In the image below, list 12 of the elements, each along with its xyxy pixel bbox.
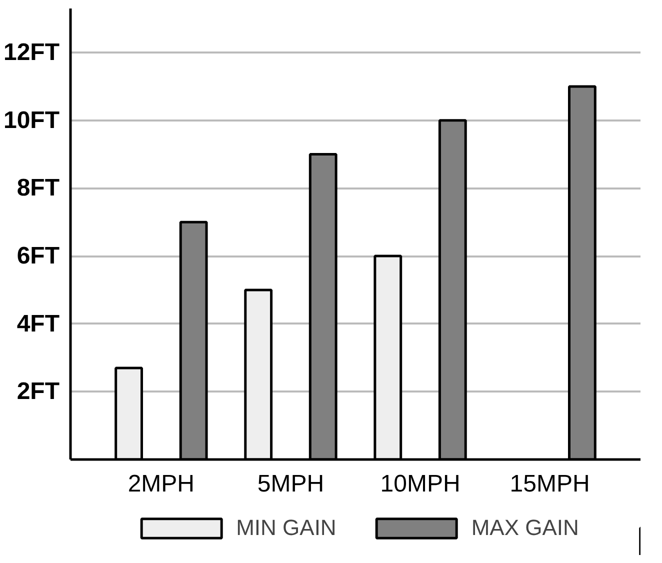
x-tick-label: 5MPH — [257, 470, 324, 498]
y-tick-label: 12FT — [3, 39, 60, 66]
y-tick-label: 8FT — [16, 174, 60, 202]
y-tick-label: 2FT — [16, 378, 60, 406]
y-tick-label: 6FT — [16, 242, 60, 270]
legend-label: MIN GAIN — [236, 514, 336, 540]
y-tick-label: 4FT — [16, 310, 60, 338]
legend-label: MAX GAIN — [471, 514, 579, 540]
y-tick-label: 10FT — [3, 106, 60, 134]
x-tick-label: 15MPH — [510, 470, 590, 498]
x-tick-label: 2MPH — [128, 470, 195, 498]
x-tick-label: 10MPH — [380, 470, 460, 498]
